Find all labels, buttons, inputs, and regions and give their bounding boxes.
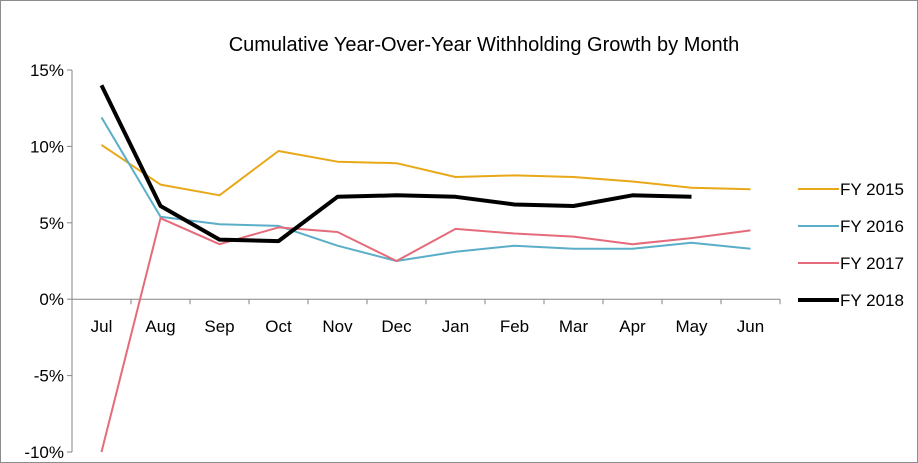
x-tick-label: Sep [204,317,234,336]
x-tick-label: May [675,317,708,336]
y-tick-label: 10% [30,137,64,156]
x-tick-label: Mar [559,317,589,336]
x-tick-label: Jun [737,317,764,336]
chart-title: Cumulative Year-Over-Year Withholding Gr… [229,34,740,56]
y-tick-label: -10% [24,443,64,462]
y-tick-label: 0% [39,290,64,309]
x-tick-label: Dec [381,317,412,336]
legend-label: FY 2015 [840,180,904,199]
series-line-fy-2018 [99,84,692,244]
axes: 15% 10% 5% 0% -5% -10% Jul Aug Sep Oct Nov Dec Jan Fe… [24,61,781,462]
x-tick-label: Nov [322,317,353,336]
legend-label: FY 2017 [840,254,904,273]
series-line-fy-2017 [100,217,751,453]
legend: FY 2015 FY 2016 FY 2017 FY 2018 [798,180,904,310]
x-tick-label: Oct [265,317,292,336]
x-tick-label: Apr [619,317,646,336]
x-tick-label: Aug [145,317,175,336]
legend-label: FY 2018 [840,291,904,310]
series-line-fy-2015 [100,144,751,197]
y-tick-label: 5% [39,214,64,233]
y-tick-label: -5% [34,367,64,386]
x-tick-label: Feb [500,317,529,336]
x-tick-label: Jul [91,317,113,336]
x-tick-label: Jan [442,317,469,336]
y-tick-label: 15% [30,61,64,80]
legend-label: FY 2016 [840,217,904,236]
series-line-fy-2016 [100,116,751,262]
series-lines [99,84,751,453]
